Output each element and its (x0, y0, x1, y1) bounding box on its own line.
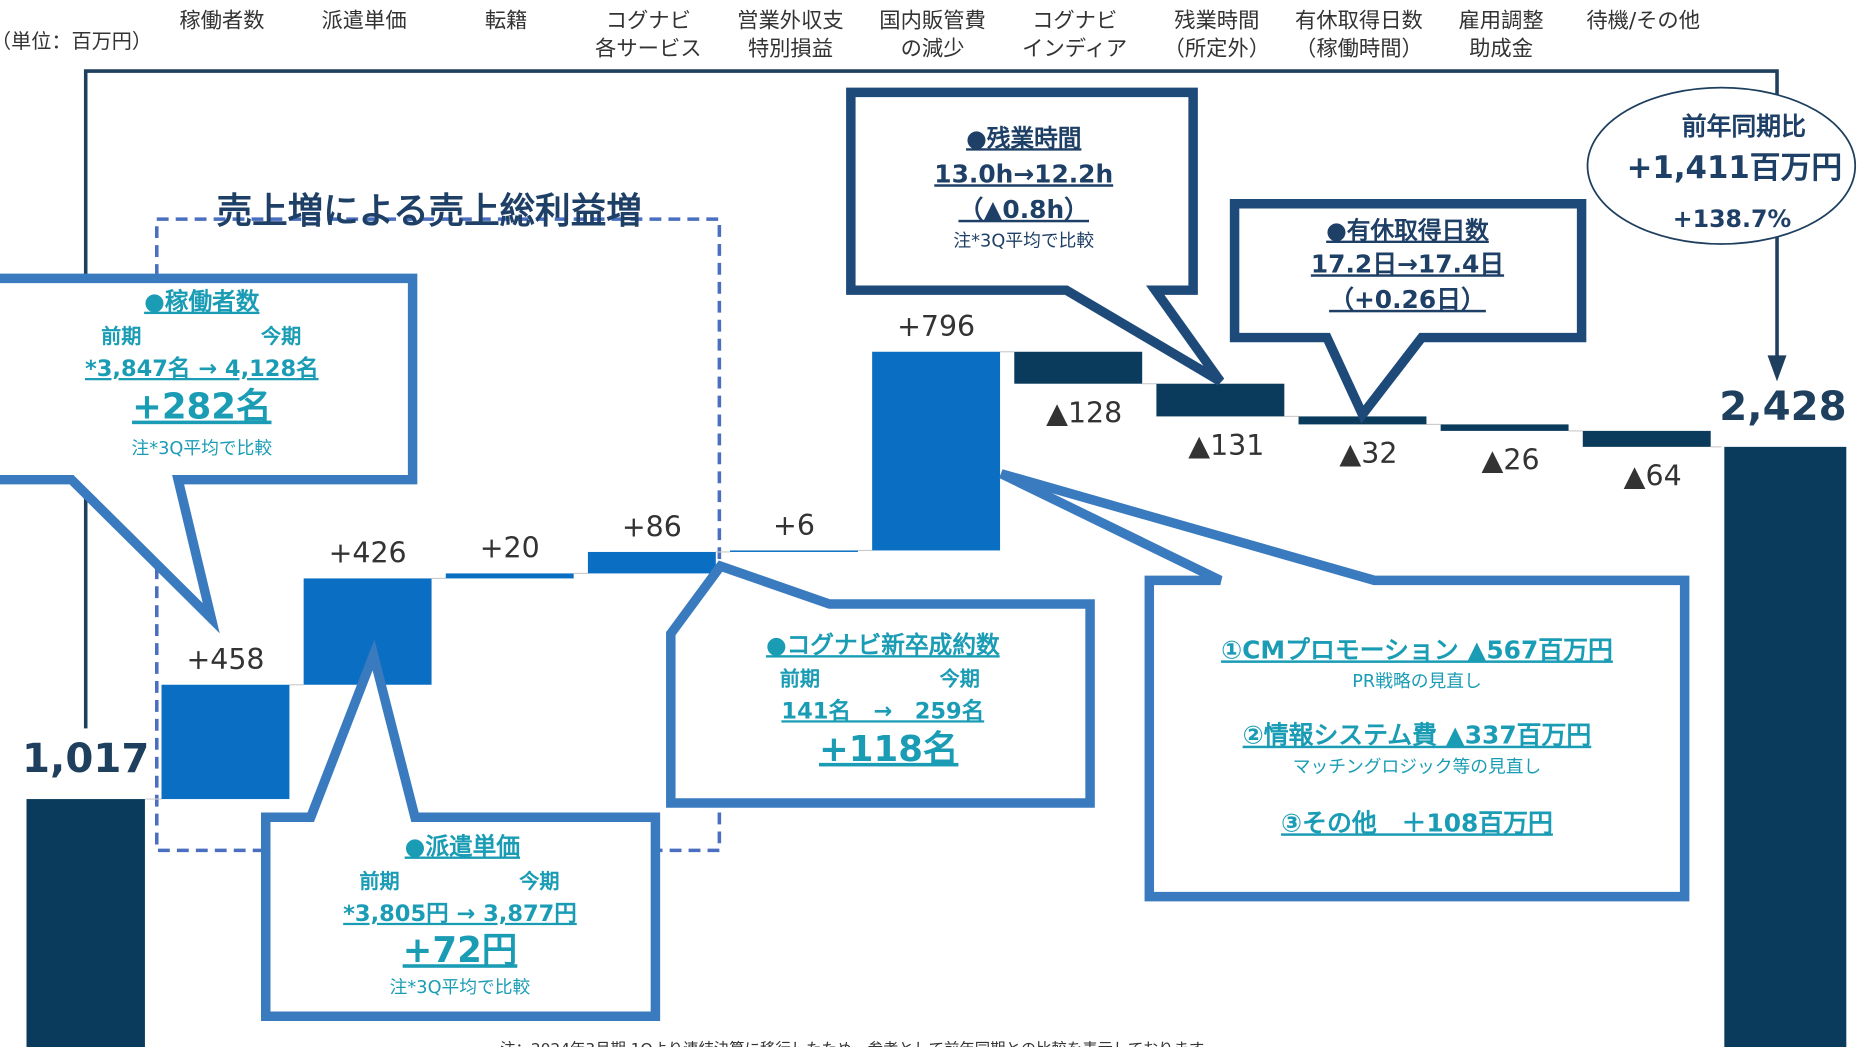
callout-text: 前期 (359, 869, 399, 893)
unit-label: （単位：百万円） (0, 29, 152, 53)
value-label: ▲64 (1624, 460, 1682, 493)
total-label: 1,017 (22, 736, 149, 782)
callout-title: ●コグナビ新卒成約数 (766, 631, 1000, 659)
bar (161, 684, 290, 800)
bar (1582, 430, 1711, 447)
yoy-ellipse (1586, 86, 1857, 245)
callout-note: 注*3Q平均で比較 (390, 977, 531, 998)
x-tick-label: 営業外収支特別損益 (737, 8, 844, 61)
callout-box (846, 87, 1225, 386)
x-tick-label: 有休取得日数（稼働時間） (1295, 8, 1423, 61)
callout-note: 注*3Q平均で比較 (131, 438, 272, 459)
callout-text: 前期 (101, 324, 141, 348)
x-tick-label: 転籍 (485, 8, 528, 33)
callout-title: ●残業時間 (966, 124, 1081, 152)
value-label: ▲26 (1482, 444, 1540, 477)
value-label: ▲128 (1046, 397, 1122, 430)
total-label: 2,428 (1719, 384, 1846, 430)
bar (1156, 383, 1285, 417)
arrow-head (1767, 355, 1787, 382)
x-tick-label: コグナビ各サービス (595, 8, 702, 61)
bar (1440, 424, 1569, 431)
bar (26, 799, 145, 1047)
callout-box (1229, 198, 1587, 424)
x-tick-label: 残業時間（所定外） (1164, 8, 1271, 61)
bar (1014, 351, 1143, 384)
callout-text: 13.0h→12.2h (934, 159, 1113, 188)
callout-text: （+0.26日） (1329, 285, 1486, 314)
x-tick-label: 稼働者数 (179, 8, 264, 33)
value-label: +426 (329, 537, 407, 570)
bars: 1,017 +458 稼働者数 +426 派遣単価 +20 転籍 +86 コグナビ各サービス +6… (22, 8, 1847, 1047)
value-label: +20 (480, 532, 540, 565)
value-label: +86 (622, 510, 682, 543)
callout-text: ②情報システム費 ▲337百万円 (1243, 721, 1592, 750)
callout-text: 前期 (780, 666, 820, 690)
x-tick-label: 待機/その他 (1586, 8, 1700, 33)
callout-note: マッチングロジック等の見直し (1293, 756, 1542, 777)
bar (730, 550, 858, 552)
bar (445, 573, 574, 579)
value-label: ▲131 (1188, 429, 1264, 462)
x-tick-label: 雇用調整助成金 (1458, 8, 1543, 61)
section-label: 売上増による売上総利益増 (217, 191, 642, 232)
value-label: +6 (773, 509, 815, 542)
callout-title: ●有休取得日数 (1326, 217, 1489, 245)
yoy-title: 前年同期比 (1682, 112, 1806, 141)
callout-note: 注*3Q平均で比較 (953, 231, 1094, 252)
bar (587, 551, 716, 574)
callout-text: +282名 (132, 387, 271, 428)
callout-title: ●派遣単価 (405, 833, 520, 861)
callout-text: +118名 (819, 729, 958, 770)
callout-text: +72円 (403, 930, 518, 971)
callout-text: 今期 (261, 324, 301, 348)
callout-text: 17.2日→17.4日 (1311, 249, 1504, 278)
callout-text: ①CMプロモーション ▲567百万円 (1221, 635, 1613, 664)
value-label: +796 (897, 310, 975, 343)
callout-box (999, 469, 1690, 902)
value-label: +458 (186, 643, 264, 676)
value-label: ▲32 (1339, 437, 1397, 470)
callouts: ●稼働者数 前期 今期 *3,847名 → 4,128名 +282名 注*3Q平… (0, 86, 1857, 1021)
yoy-amount: +1,411百万円 (1627, 150, 1843, 186)
yoy-rate: +138.7% (1673, 205, 1791, 233)
callout-text: 141名 → 259名 (781, 697, 984, 724)
x-tick-label: 派遣単価 (321, 8, 406, 33)
callout-box (666, 560, 1095, 808)
callout-text: *3,847名 → 4,128名 (85, 355, 319, 382)
callout-text: ③その他 ＋108百万円 (1281, 808, 1553, 837)
callout-text: （▲0.8h） (958, 195, 1089, 224)
callout-title: ●稼働者数 (144, 288, 260, 316)
callout-box (0, 273, 418, 634)
callout-text: 今期 (940, 666, 980, 690)
callout-text: 今期 (519, 869, 559, 893)
bar (1724, 446, 1847, 1047)
footnote: 注：2024年3月期 1Qより連結決算に移行したため、参考として前年同期との比較… (500, 1039, 1218, 1047)
callout-box (261, 639, 661, 1021)
bar (872, 351, 1001, 551)
callout-text: *3,805円 → 3,877円 (343, 901, 577, 927)
x-tick-label: 国内販管費の減少 (879, 8, 986, 61)
callout-note: PR戦略の見直し (1352, 671, 1482, 692)
x-tick-label: コグナビインディア (1022, 8, 1127, 61)
